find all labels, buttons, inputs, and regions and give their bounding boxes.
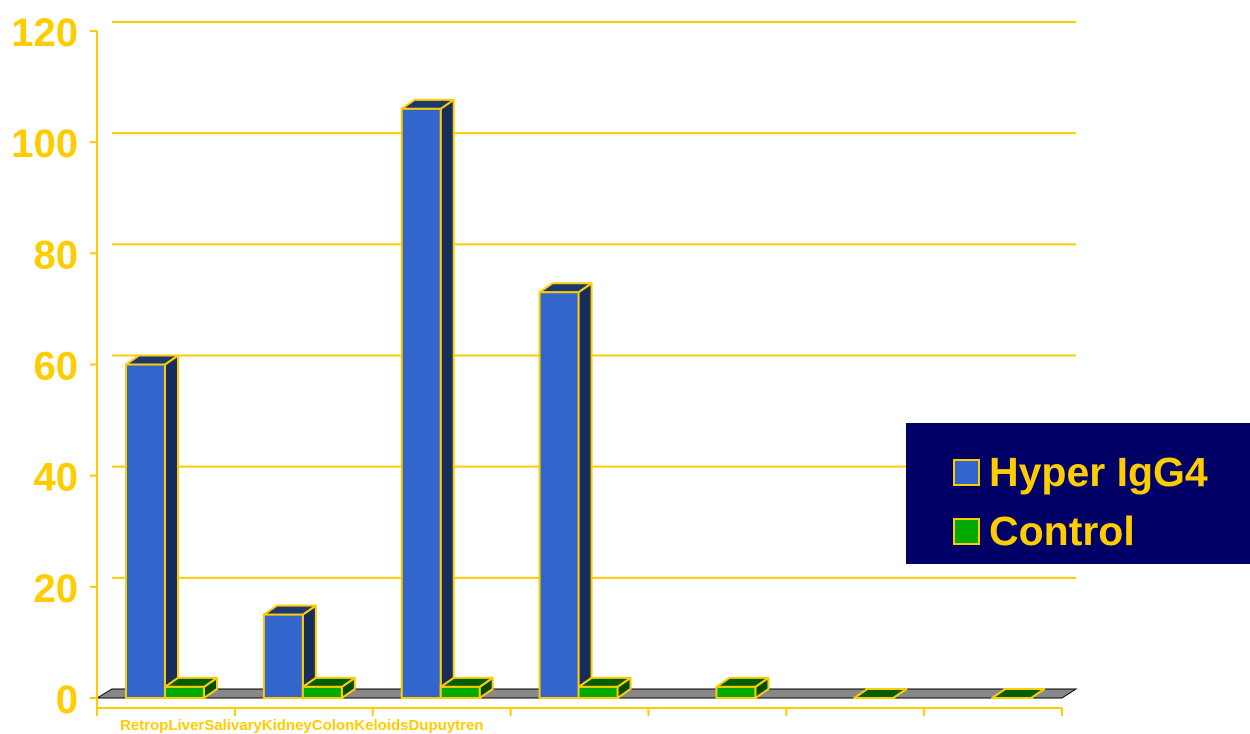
bar-control: [164, 676, 218, 700]
x-tick-label: Kidney: [262, 717, 313, 734]
legend-label-hyper-igg4: Hyper IgG4: [989, 448, 1208, 495]
y-tick-label: 120: [11, 11, 78, 55]
bar-hyper-igg4-front: [538, 291, 580, 699]
x-tick-label: Keloids: [354, 717, 408, 734]
bar-control: [715, 676, 770, 700]
bars: [125, 98, 1046, 700]
bar-control: [991, 688, 1046, 699]
axes: [90, 30, 1063, 716]
bar-control-front: [715, 685, 757, 700]
legend-item-control: Control: [953, 506, 1250, 556]
bar-hyper-igg4: [125, 354, 179, 699]
bar-hyper-igg4-side: [577, 282, 593, 699]
bar-control-front: [439, 685, 481, 700]
x-tick-label: Dupuytren: [408, 717, 483, 734]
bar-control: [577, 676, 632, 700]
y-tick-label: 40: [34, 456, 79, 500]
bar-control: [439, 676, 494, 700]
y-tick-label: 80: [34, 233, 79, 277]
y-tick-label: 100: [11, 122, 78, 166]
bar-hyper-igg4-front: [262, 613, 304, 699]
x-category-labels: RetropLiverSalivaryKidneyColonKeloidsDup…: [120, 717, 483, 734]
bar-hyper-igg4-front: [125, 363, 166, 699]
y-tick-label: 0: [56, 678, 78, 722]
bar-control-top: [991, 688, 1046, 699]
bar-hyper-igg4-front: [400, 107, 442, 700]
legend-label-control: Control: [989, 507, 1135, 554]
bar-hyper-igg4-side: [164, 354, 179, 699]
x-tick-label: Salivary: [204, 717, 262, 734]
x-tick-label: Colon: [312, 717, 355, 734]
bar-hyper-igg4-side: [439, 98, 455, 699]
x-tick-label: Liver: [168, 717, 204, 734]
gridlines: [112, 21, 1076, 579]
y-tick-label: 20: [34, 567, 79, 611]
bar-control-front: [577, 685, 619, 700]
bar-control-front: [301, 685, 343, 700]
bar-hyper-igg4: [538, 282, 593, 699]
y-tick-label: 60: [34, 345, 79, 389]
legend: Hyper IgG4 Control: [906, 423, 1250, 564]
x-tick-label: Retrop: [120, 717, 168, 734]
bar-hyper-igg4: [400, 98, 455, 700]
bar-control-front: [164, 685, 205, 700]
bar-control: [301, 676, 356, 700]
bar-control-top: [853, 688, 908, 699]
legend-swatch-control: [953, 517, 980, 545]
bar-control: [853, 688, 908, 699]
legend-item-hyper-igg4: Hyper IgG4: [953, 447, 1250, 497]
axis-labels: 0 20 40 60 80 100 120 RetropLiverSalivaryKidney…: [11, 11, 483, 734]
legend-swatch-hyper-igg4: [953, 458, 980, 486]
